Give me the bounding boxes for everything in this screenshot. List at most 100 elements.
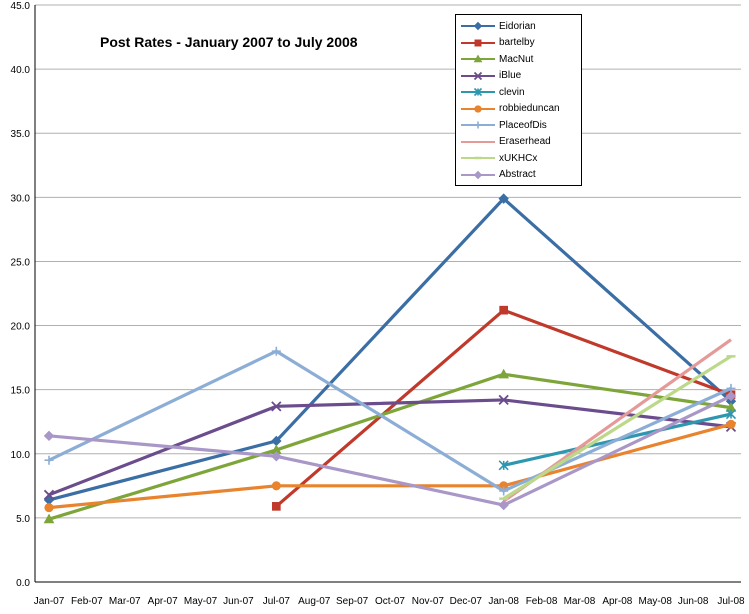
chart-title: Post Rates - January 2007 to July 2008 xyxy=(100,34,358,50)
y-tick-label: 20.0 xyxy=(11,322,31,333)
legend-item: PlaceofDis xyxy=(456,117,581,134)
legend-label: Abstract xyxy=(499,169,536,181)
y-tick-label: 10.0 xyxy=(11,450,31,461)
data-point xyxy=(474,105,482,113)
legend-item: Eraserhead xyxy=(456,134,581,151)
data-point xyxy=(43,430,55,442)
data-point xyxy=(725,408,737,420)
legend-label: bartelby xyxy=(499,37,535,49)
x-tick-label: Apr-08 xyxy=(602,596,632,607)
legend-swatch xyxy=(461,22,495,31)
data-point xyxy=(271,346,281,356)
data-point xyxy=(725,390,737,402)
x-tick-label: Sep-07 xyxy=(336,596,369,607)
y-tick-label: 45.0 xyxy=(11,1,31,12)
legend-swatch xyxy=(461,71,495,80)
x-tick-label: Jun-08 xyxy=(678,596,709,607)
legend-swatch xyxy=(461,88,495,97)
series-line xyxy=(48,197,733,502)
data-point xyxy=(473,54,483,63)
legend-label: Eraserhead xyxy=(499,136,551,148)
data-point xyxy=(499,486,509,496)
legend-swatch xyxy=(461,39,495,47)
data-point xyxy=(272,502,281,511)
series-macnut xyxy=(43,368,737,524)
data-point xyxy=(474,39,482,47)
data-point xyxy=(498,499,509,511)
legend-swatch xyxy=(461,170,495,179)
y-tick-label: 30.0 xyxy=(11,193,31,204)
data-point xyxy=(498,460,509,471)
x-tick-label: May-08 xyxy=(639,596,673,607)
data-point xyxy=(498,368,510,379)
legend-label: iBlue xyxy=(499,70,522,82)
data-point xyxy=(498,394,509,406)
x-tick-label: Jul-07 xyxy=(263,596,291,607)
series-bartelby xyxy=(272,305,736,511)
y-tick-label: 25.0 xyxy=(11,257,31,268)
data-point xyxy=(726,419,736,429)
series-line xyxy=(48,349,732,493)
legend: Eidorian bartelby MacNut iBlue clevin robbied… xyxy=(455,14,582,186)
data-point xyxy=(473,170,483,179)
data-point xyxy=(271,401,282,412)
series-iblue xyxy=(43,394,737,500)
legend-swatch xyxy=(461,140,495,143)
x-tick-label: Feb-07 xyxy=(71,596,103,607)
gridlines xyxy=(35,4,741,583)
series-group xyxy=(43,193,737,524)
data-point xyxy=(474,121,482,129)
legend-label: MacNut xyxy=(499,53,534,65)
series-abstract xyxy=(43,390,737,511)
y-tick-label: 0.0 xyxy=(16,578,30,589)
y-tick-labels: 0.0 5.0 10.0 15.0 20.0 25.0 30.0 35.0 40.0 45.0 xyxy=(11,1,31,589)
x-tick-label: Apr-07 xyxy=(148,596,178,607)
y-tick-label: 15.0 xyxy=(11,386,31,397)
data-point xyxy=(271,481,281,491)
x-tick-label: Jun-07 xyxy=(223,596,254,607)
data-point xyxy=(43,513,55,524)
y-tick-label: 35.0 xyxy=(11,129,31,140)
legend-swatch xyxy=(461,105,495,113)
data-point xyxy=(44,503,54,513)
data-point xyxy=(498,193,509,204)
legend-item: iBlue xyxy=(456,68,581,85)
legend-item: Abstract xyxy=(456,167,581,184)
legend-item: xUKHCx xyxy=(456,150,581,167)
x-tick-label: Mar-08 xyxy=(564,596,596,607)
series-line xyxy=(502,354,732,501)
series-line xyxy=(48,398,732,497)
data-point xyxy=(473,22,483,31)
series-line xyxy=(48,372,732,521)
data-point xyxy=(271,451,282,462)
series-xukhcx xyxy=(499,354,736,501)
x-tick-label: Mar-07 xyxy=(109,596,141,607)
series-line xyxy=(48,394,732,507)
data-point xyxy=(43,489,55,500)
legend-item: bartelby xyxy=(456,35,581,52)
x-tick-label: Jul-08 xyxy=(717,596,745,607)
x-tick-label: Nov-07 xyxy=(412,596,445,607)
x-tick-label: May-07 xyxy=(184,596,218,607)
x-tick-label: Dec-07 xyxy=(450,596,483,607)
legend-item: MacNut xyxy=(456,51,581,68)
x-tick-label: Jan-07 xyxy=(34,596,65,607)
legend-swatch xyxy=(461,157,495,160)
legend-swatch xyxy=(461,54,495,63)
legend-label: Eidorian xyxy=(499,20,536,32)
legend-item: Eidorian xyxy=(456,18,581,35)
legend-label: robbieduncan xyxy=(499,103,560,115)
data-point xyxy=(473,71,483,80)
x-tick-label: Aug-07 xyxy=(298,596,331,607)
x-tick-label: Feb-08 xyxy=(526,596,558,607)
y-tick-label: 5.0 xyxy=(16,514,30,525)
legend-item: clevin xyxy=(456,84,581,101)
x-tick-label: Oct-07 xyxy=(375,596,405,607)
data-point xyxy=(473,88,483,97)
data-point xyxy=(499,305,508,315)
legend-label: xUKHCx xyxy=(499,152,538,164)
x-tick-labels: Jan-07 Feb-07 Mar-07 Apr-07 May-07 Jun-07 Jul-… xyxy=(34,596,745,607)
y-tick-label: 40.0 xyxy=(11,65,31,76)
legend-swatch xyxy=(461,121,495,129)
